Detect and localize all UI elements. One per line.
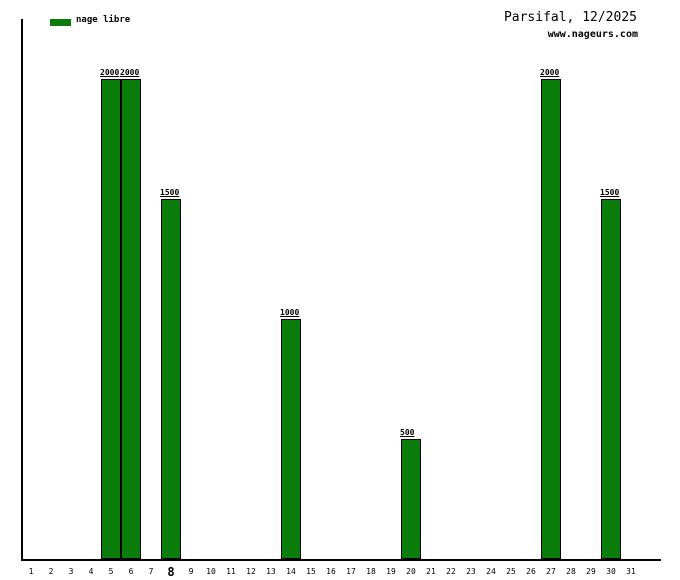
x-tick-day-29: 29 bbox=[586, 567, 596, 576]
bar-value-label-day-8: 1500 bbox=[160, 188, 180, 197]
x-tick-day-5: 5 bbox=[108, 567, 114, 576]
x-tick-day-22: 22 bbox=[446, 567, 456, 576]
bar-value-label-day-20: 500 bbox=[400, 428, 415, 437]
x-tick-day-15: 15 bbox=[306, 567, 316, 576]
bar-day-20 bbox=[401, 439, 421, 559]
x-tick-day-24: 24 bbox=[486, 567, 496, 576]
x-tick-day-11: 11 bbox=[226, 567, 236, 576]
legend-color-swatch bbox=[50, 19, 71, 26]
x-tick-day-30: 30 bbox=[606, 567, 616, 576]
y-axis-line bbox=[21, 19, 23, 560]
bar-value-label-day-6: 2000 bbox=[120, 68, 140, 77]
x-tick-day-2: 2 bbox=[48, 567, 54, 576]
x-tick-day-17: 17 bbox=[346, 567, 356, 576]
x-tick-day-14: 14 bbox=[286, 567, 296, 576]
x-tick-day-13: 13 bbox=[266, 567, 276, 576]
x-tick-day-12: 12 bbox=[246, 567, 256, 576]
bar-day-6 bbox=[121, 79, 141, 559]
x-tick-day-25: 25 bbox=[506, 567, 516, 576]
x-tick-day-19: 19 bbox=[386, 567, 396, 576]
bar-value-label-day-27: 2000 bbox=[540, 68, 560, 77]
bar-day-27 bbox=[541, 79, 561, 559]
x-tick-day-27: 27 bbox=[546, 567, 556, 576]
bar-day-14 bbox=[281, 319, 301, 559]
bar-day-30 bbox=[601, 199, 621, 559]
x-tick-day-10: 10 bbox=[206, 567, 216, 576]
chart-title: Parsifal, 12/2025 bbox=[503, 10, 637, 25]
bar-value-label-day-14: 1000 bbox=[280, 308, 300, 317]
bar-value-label-day-5: 2000 bbox=[100, 68, 120, 77]
x-axis-line bbox=[21, 559, 661, 561]
legend-label: nage libre bbox=[76, 15, 131, 25]
x-tick-day-26: 26 bbox=[526, 567, 536, 576]
bar-day-8 bbox=[161, 199, 181, 559]
x-tick-day-21: 21 bbox=[426, 567, 436, 576]
site-url-label: www.nageurs.com bbox=[547, 29, 638, 40]
bar-day-5 bbox=[101, 79, 121, 559]
x-tick-day-28: 28 bbox=[566, 567, 576, 576]
x-tick-day-23: 23 bbox=[466, 567, 476, 576]
x-tick-day-7: 7 bbox=[148, 567, 154, 576]
x-tick-day-20: 20 bbox=[406, 567, 416, 576]
bar-value-label-day-30: 1500 bbox=[600, 188, 620, 197]
x-tick-day-8: 8 bbox=[167, 565, 175, 579]
x-tick-day-16: 16 bbox=[326, 567, 336, 576]
x-tick-day-4: 4 bbox=[88, 567, 94, 576]
x-tick-day-9: 9 bbox=[188, 567, 194, 576]
x-tick-day-6: 6 bbox=[128, 567, 134, 576]
x-tick-day-3: 3 bbox=[68, 567, 74, 576]
x-tick-day-1: 1 bbox=[28, 567, 34, 576]
x-tick-day-31: 31 bbox=[626, 567, 636, 576]
x-tick-day-18: 18 bbox=[366, 567, 376, 576]
